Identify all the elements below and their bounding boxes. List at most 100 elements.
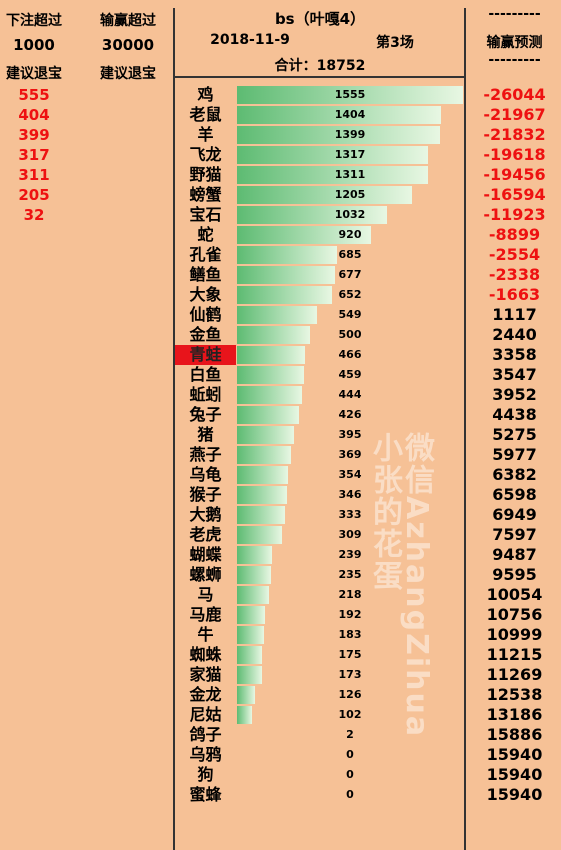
bar-value-label: 239 <box>338 548 362 561</box>
bar-value-label: 652 <box>338 288 362 301</box>
category-label: 猪 <box>197 425 214 444</box>
bar-value-label: 1399 <box>334 128 366 141</box>
category-label: 马 <box>197 585 214 604</box>
bar <box>237 166 428 184</box>
category-label: 蚯蚓 <box>189 385 222 404</box>
prediction-value: 15886 <box>486 725 543 744</box>
prediction-value: 3358 <box>492 345 537 364</box>
bar-value-label: 1555 <box>334 88 366 101</box>
header-divider <box>175 76 464 78</box>
total-label: 合计：18752 <box>274 58 366 74</box>
bar-row: 蝴蝶 239 9487 <box>0 545 561 565</box>
bar-value-label: 369 <box>338 448 362 461</box>
bar-row: 猴子 346 6598 <box>0 485 561 505</box>
bar-row: 金龙 126 12538 <box>0 685 561 705</box>
stop-suggestion-value: 404 <box>18 106 50 124</box>
bar-value-label: 346 <box>338 488 362 501</box>
prediction-value: 3547 <box>492 365 537 384</box>
bar-row: 鸡 1555 -26044 <box>0 85 561 105</box>
bar-row: 飞龙 1317 -19618 <box>0 145 561 165</box>
bar <box>237 686 256 704</box>
bar-row: 大鹅 333 6949 <box>0 505 561 525</box>
bar <box>237 486 288 504</box>
category-label: 蜘蛛 <box>189 645 222 664</box>
bar-value-label: 333 <box>338 508 362 521</box>
bar-value-label: 459 <box>338 368 362 381</box>
bar-value-label: 309 <box>338 528 362 541</box>
prediction-value: 11215 <box>486 645 543 664</box>
prediction-value: -26044 <box>483 85 546 104</box>
bar-row: 大象 652 -1663 <box>0 285 561 305</box>
prediction-value: -19618 <box>483 145 546 164</box>
bar-value-label: 183 <box>338 628 362 641</box>
bar-value-label: 218 <box>338 588 362 601</box>
category-label: 蜜蜂 <box>189 785 222 804</box>
prediction-value: 6598 <box>492 485 537 504</box>
pred-dashes-bottom: --------- <box>488 52 541 68</box>
category-label: 老鼠 <box>189 105 222 124</box>
bar-value-label: 466 <box>338 348 362 361</box>
bar-value-label: 685 <box>338 248 362 261</box>
bar <box>237 86 463 104</box>
prediction-value: 4438 <box>492 405 537 424</box>
bar-row: 螺蛳 235 9595 <box>0 565 561 585</box>
bar <box>237 586 269 604</box>
bar-value-label: 354 <box>338 468 362 481</box>
bar-row: 仙鹤 549 1117 <box>0 305 561 325</box>
stop-suggestion-value: 205 <box>18 186 50 204</box>
bar <box>237 446 291 464</box>
bar-row: 家猫 173 11269 <box>0 665 561 685</box>
category-label: 狗 <box>197 765 214 784</box>
bar <box>237 326 310 344</box>
prediction-value: 7597 <box>492 525 537 544</box>
bar-row: 白鱼 459 3547 <box>0 365 561 385</box>
bet-over-advice: 建议退宝 <box>6 66 62 82</box>
bar-row: 蚯蚓 444 3952 <box>0 385 561 405</box>
bar-value-label: 426 <box>338 408 362 421</box>
bar-row: 蛇 920 -8899 <box>0 225 561 245</box>
bar-row: 鸽子 2 15886 <box>0 725 561 745</box>
prediction-value: -2338 <box>488 265 541 284</box>
bet-over-label: 下注超过 <box>6 13 62 29</box>
category-label: 仙鹤 <box>189 305 222 324</box>
category-label: 牛 <box>197 625 214 644</box>
bar <box>237 226 371 244</box>
bar-row: 马鹿 192 10756 <box>0 605 561 625</box>
bar-value-label: 677 <box>338 268 362 281</box>
prediction-value: 10054 <box>486 585 543 604</box>
bar-value-label: 1032 <box>334 208 366 221</box>
bar-row: 孔雀 685 -2554 <box>0 245 561 265</box>
stop-suggestion-value: 311 <box>18 166 50 184</box>
bar <box>237 106 442 124</box>
bar <box>237 666 263 684</box>
category-label: 尼姑 <box>189 705 222 724</box>
bar-row: 鳝鱼 677 -2338 <box>0 265 561 285</box>
bar-row: 蜜蜂 0 15940 <box>0 785 561 805</box>
bet-over-value: 1000 <box>13 36 55 54</box>
category-label: 猴子 <box>189 485 222 504</box>
bar <box>237 546 272 564</box>
category-label: 金鱼 <box>189 325 222 344</box>
pred-title: 输赢预测 <box>486 35 543 51</box>
prediction-value: 9487 <box>492 545 537 564</box>
category-label: 野猫 <box>189 165 222 184</box>
loss-over-label: 输赢超过 <box>100 13 156 29</box>
prediction-value: 5977 <box>492 445 537 464</box>
bar-value-label: 192 <box>338 608 362 621</box>
category-label: 鸡 <box>197 85 214 104</box>
prediction-value: 3952 <box>492 385 537 404</box>
prediction-value: -21832 <box>483 125 546 144</box>
bar-value-label: 1205 <box>334 188 366 201</box>
stop-suggestion-value: 555 <box>18 86 50 104</box>
bar-value-label: 102 <box>338 708 362 721</box>
bar <box>237 426 295 444</box>
bar <box>237 606 265 624</box>
divider-left <box>173 8 175 850</box>
bar-value-label: 0 <box>346 788 354 801</box>
bar <box>237 646 263 664</box>
prediction-value: 2440 <box>492 325 537 344</box>
bar-value-label: 126 <box>338 688 362 701</box>
category-label: 马鹿 <box>189 605 222 624</box>
bar-value-label: 0 <box>346 768 354 781</box>
prediction-value: 15940 <box>486 745 543 764</box>
